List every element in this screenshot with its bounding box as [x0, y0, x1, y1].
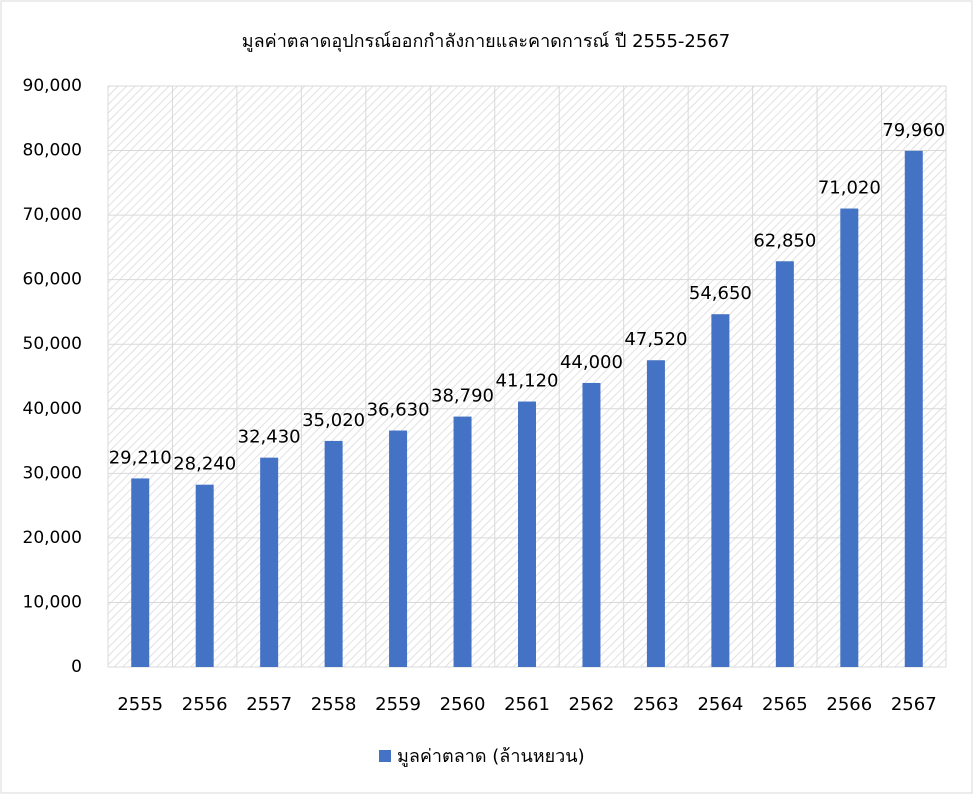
- data-label: 44,000: [560, 352, 623, 373]
- x-tick-label: 2560: [440, 694, 486, 715]
- x-tick-label: 2561: [504, 694, 550, 715]
- data-label: 79,960: [882, 120, 945, 141]
- legend-swatch: [379, 750, 391, 762]
- y-tick-label: 20,000: [23, 528, 82, 548]
- x-tick-label: 2562: [569, 694, 615, 715]
- y-tick-label: 40,000: [23, 399, 82, 419]
- chart-title: มูลค่าตลาดอุปกรณ์ออกกำลังกายและคาดการณ์ …: [242, 31, 730, 52]
- x-tick-label: 2555: [117, 694, 163, 715]
- data-label: 29,210: [109, 447, 172, 468]
- bar: [260, 457, 279, 667]
- data-label: 32,430: [238, 427, 301, 448]
- bar: [389, 430, 408, 667]
- y-tick-label: 50,000: [23, 334, 82, 354]
- y-tick-label: 10,000: [23, 592, 82, 612]
- legend-label: มูลค่าตลาด (ล้านหยวน): [397, 746, 585, 767]
- bar: [904, 150, 923, 667]
- bar: [775, 261, 794, 667]
- bar: [453, 416, 472, 667]
- x-tick-label: 2563: [633, 694, 679, 715]
- y-tick-label: 60,000: [23, 270, 82, 290]
- data-label: 36,630: [367, 400, 430, 421]
- bar: [646, 360, 665, 667]
- x-tick-label: 2565: [762, 694, 808, 715]
- x-tick-label: 2559: [375, 694, 421, 715]
- data-label: 71,020: [818, 178, 881, 199]
- data-label: 47,520: [624, 329, 687, 350]
- bar: [518, 401, 536, 667]
- data-label: 28,240: [173, 454, 236, 475]
- bar: [131, 478, 150, 667]
- x-tick-label: 2564: [697, 694, 743, 715]
- data-label: 41,120: [496, 371, 559, 392]
- y-tick-label: 90,000: [23, 76, 82, 96]
- x-tick-label: 2558: [311, 694, 357, 715]
- x-tick-label: 2567: [891, 694, 937, 715]
- y-tick-label: 0: [71, 657, 82, 677]
- y-tick-label: 30,000: [23, 463, 82, 483]
- y-tick-label: 80,000: [23, 141, 82, 161]
- bar: [324, 440, 343, 667]
- bar: [195, 484, 214, 667]
- data-label: 38,790: [431, 386, 494, 407]
- x-tick-label: 2566: [826, 694, 872, 715]
- data-label: 62,850: [753, 230, 816, 251]
- bar: [840, 208, 859, 668]
- data-label: 54,650: [689, 283, 752, 304]
- x-tick-label: 2557: [246, 694, 292, 715]
- bar: [711, 314, 730, 667]
- data-label: 35,020: [302, 410, 365, 431]
- y-tick-label: 70,000: [23, 205, 82, 225]
- bar: [582, 382, 601, 667]
- x-tick-label: 2556: [182, 694, 228, 715]
